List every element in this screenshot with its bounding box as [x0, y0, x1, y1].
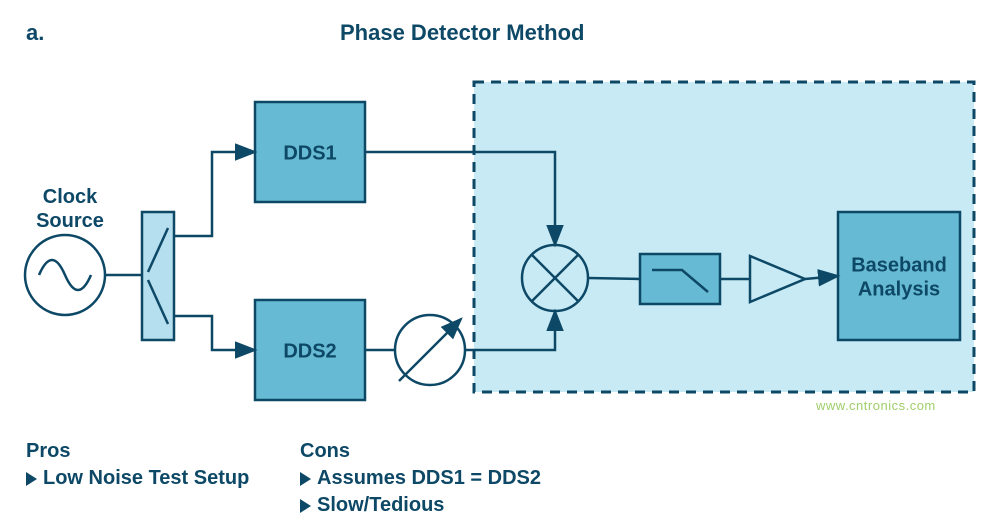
- lowpass-filter-block: [640, 254, 720, 304]
- wire-splitter-dds2: [174, 316, 255, 350]
- dds2-label: DDS2: [283, 340, 336, 362]
- phase-shifter-arrow: [399, 319, 461, 381]
- dds1-label: DDS1: [283, 142, 336, 164]
- baseband-label-l1: Baseband: [851, 254, 947, 276]
- wire-mixer-lpf: [588, 278, 640, 279]
- wire-splitter-dds1: [174, 152, 255, 236]
- splitter-block: [142, 212, 174, 340]
- baseband-label-l2: Analysis: [858, 278, 940, 300]
- sine-wave-icon: [39, 260, 91, 290]
- diagram-svg: DDS1 DDS2 BasebandAnalysis: [0, 0, 1007, 530]
